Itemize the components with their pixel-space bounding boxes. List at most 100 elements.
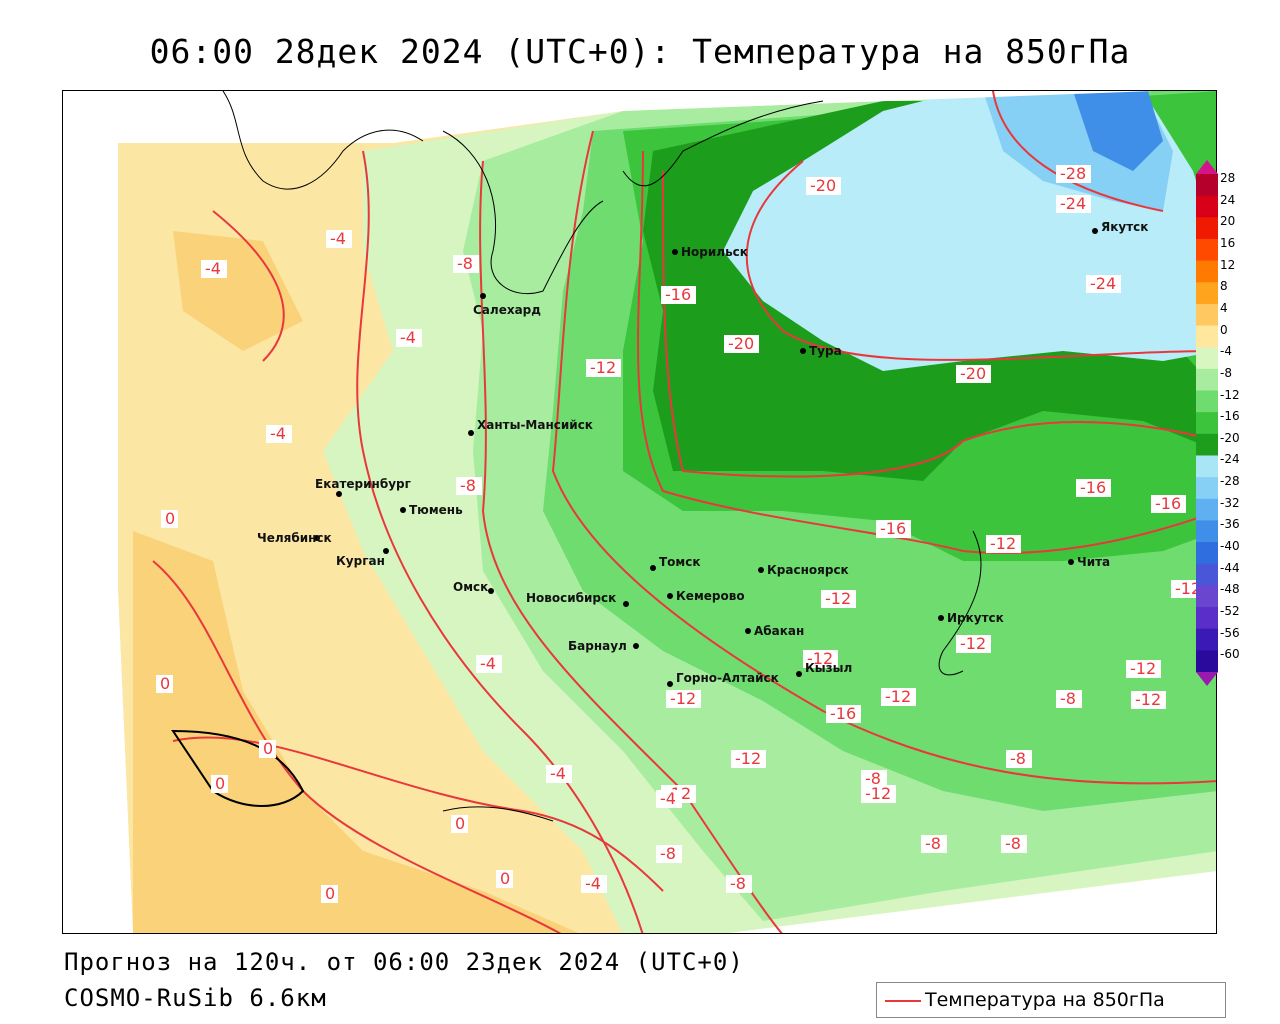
map-area[interactable]: -4 -4 -8 -4 -4 -8 -12 -16 -20 -20 -20 -28 -24 -24 -16-… <box>62 90 1217 934</box>
city-dot <box>400 507 406 513</box>
isotherm-label: 0 <box>321 884 338 903</box>
isotherm-label: -12 <box>803 649 838 668</box>
city-dot <box>336 491 342 497</box>
legend-line-swatch <box>885 1000 921 1002</box>
svg-text:-16: -16 <box>1155 494 1181 513</box>
isotherm-label: -12 <box>986 534 1021 553</box>
isotherm-label: -4 <box>201 259 227 278</box>
isotherm-label: 0 <box>156 674 173 693</box>
svg-text:-16: -16 <box>880 519 906 538</box>
scale-tick-label: 8 <box>1220 279 1228 294</box>
isotherm-label: -4 <box>581 874 607 893</box>
city-label: Якутск <box>1101 220 1148 234</box>
scale-tick-label: 12 <box>1220 257 1236 272</box>
scale-band <box>1196 390 1218 413</box>
isotherm-label: -8 <box>861 769 887 788</box>
svg-text:-8: -8 <box>925 834 941 853</box>
city-dot <box>650 565 656 571</box>
isotherm-label: -4 <box>546 764 572 783</box>
city-marker: Кемерово <box>667 589 745 603</box>
isotherm-label: -28 <box>1056 164 1091 183</box>
city-dot <box>672 249 678 255</box>
scale-top-arrow <box>1196 160 1218 174</box>
city-label: Барнаул <box>568 639 627 653</box>
scale-band <box>1196 563 1218 586</box>
city-label: Салехард <box>473 303 541 317</box>
city-label: Норильск <box>681 245 748 259</box>
scale-band <box>1196 174 1218 197</box>
svg-text:-12: -12 <box>1135 690 1161 709</box>
isotherm-label: -8 <box>456 476 482 495</box>
isotherm-label: 0 <box>161 509 178 528</box>
city-marker: Горно-Алтайск <box>667 671 779 687</box>
isotherm-label: -24 <box>1086 274 1121 293</box>
svg-text:-12: -12 <box>825 589 851 608</box>
city-label: Кызыл <box>805 661 852 675</box>
svg-text:-12: -12 <box>1130 659 1156 678</box>
svg-text:-4: -4 <box>480 654 496 673</box>
svg-text:-16: -16 <box>665 285 691 304</box>
svg-text:-24: -24 <box>1060 194 1086 213</box>
isotherm-label: -4 <box>266 424 292 443</box>
isotherm-label: -12 <box>881 687 916 706</box>
forecast-info: Прогноз на 120ч. от 06:00 23дек 2024 (UT… <box>64 948 744 976</box>
city-label: Тюмень <box>409 503 463 517</box>
isotherm-label: -8 <box>656 844 682 863</box>
city-dot <box>633 643 639 649</box>
svg-text:-24: -24 <box>1090 274 1116 293</box>
color-scale <box>1196 160 1218 686</box>
city-marker: Тюмень <box>400 503 463 517</box>
isotherm-label: 0 <box>451 814 468 833</box>
isotherm-label: -12 <box>821 589 856 608</box>
svg-text:-8: -8 <box>865 769 881 788</box>
svg-text:-20: -20 <box>810 176 836 195</box>
city-marker: Омск <box>453 580 494 594</box>
scale-band <box>1196 477 1218 500</box>
scale-tick-label: -24 <box>1220 452 1240 467</box>
svg-text:-4: -4 <box>585 874 601 893</box>
svg-text:-12: -12 <box>670 689 696 708</box>
isotherm-label: -12 <box>1131 690 1166 709</box>
city-marker: Челябинск <box>257 531 332 545</box>
legend: Температура на 850гПа <box>876 982 1226 1018</box>
svg-text:-4: -4 <box>660 789 676 808</box>
city-marker: Иркутск <box>938 611 1004 625</box>
svg-text:0: 0 <box>263 739 273 758</box>
city-label: Абакан <box>754 624 804 638</box>
svg-text:0: 0 <box>455 814 465 833</box>
city-dot <box>314 535 320 541</box>
svg-text:-4: -4 <box>205 259 221 278</box>
city-label: Иркутск <box>947 611 1004 625</box>
scale-tick-label: 0 <box>1220 322 1228 337</box>
city-dot <box>800 348 806 354</box>
isotherm-label: -20 <box>806 176 841 195</box>
svg-text:0: 0 <box>160 674 170 693</box>
isotherm-label: -16 <box>661 285 696 304</box>
city-marker: Салехард <box>473 293 541 317</box>
city-dot <box>667 681 673 687</box>
svg-text:-8: -8 <box>730 874 746 893</box>
svg-text:-20: -20 <box>960 364 986 383</box>
isotherm-label: -16 <box>826 704 861 723</box>
city-label: Красноярск <box>767 563 849 577</box>
city-marker: Барнаул <box>568 639 639 653</box>
svg-text:-8: -8 <box>457 254 473 273</box>
city-label: Новосибирск <box>526 591 616 605</box>
isotherm-label: -8 <box>726 874 752 893</box>
svg-text:0: 0 <box>165 509 175 528</box>
city-label: Кемерово <box>676 589 745 603</box>
scale-band <box>1196 325 1218 348</box>
svg-text:-12: -12 <box>960 634 986 653</box>
scale-band <box>1196 238 1218 262</box>
scale-tick-label: -48 <box>1220 582 1240 597</box>
city-label: Чита <box>1077 555 1110 569</box>
scale-band <box>1196 303 1218 327</box>
isotherm-label: -4 <box>326 229 352 248</box>
isotherm-label: -16 <box>876 519 911 538</box>
city-label: Омск <box>453 580 488 594</box>
city-label: Екатеринбург <box>315 477 411 491</box>
temperature-map <box>63 91 1216 933</box>
svg-text:-12: -12 <box>885 687 911 706</box>
warm-patch-west <box>133 531 579 933</box>
legend-label: Температура на 850гПа <box>925 989 1165 1011</box>
